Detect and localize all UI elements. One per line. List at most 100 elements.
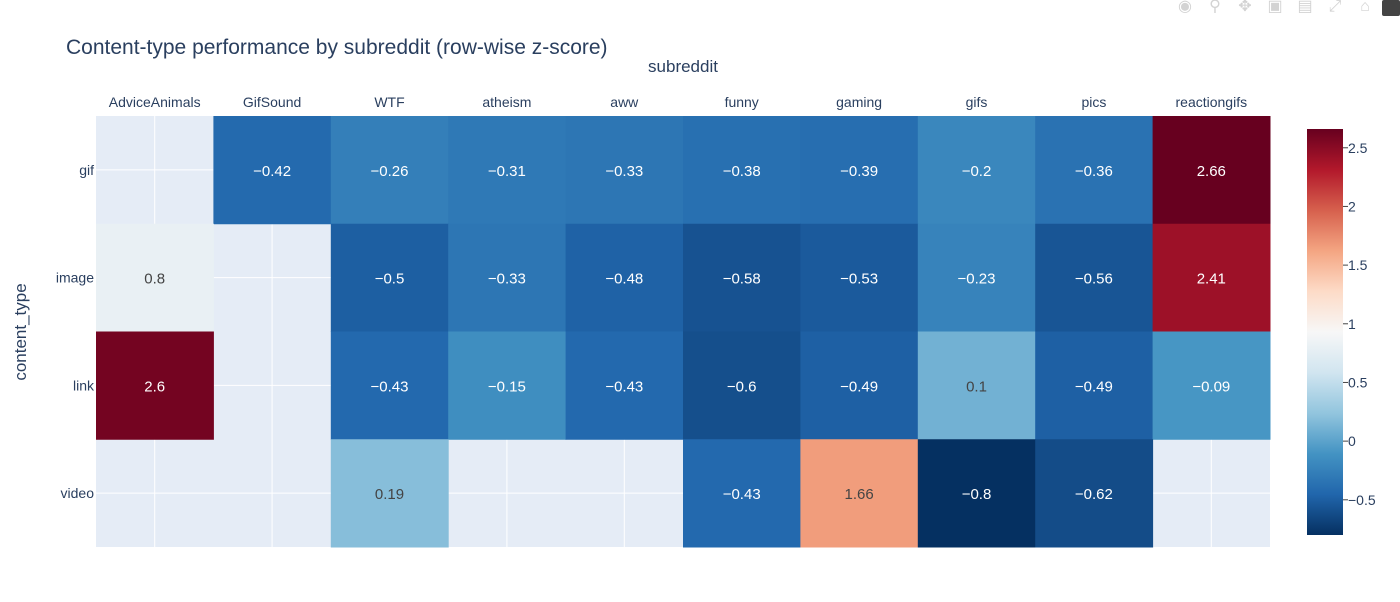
zoom-in-icon[interactable]: ▣	[1267, 0, 1283, 15]
colorbar-tick-label: 1	[1348, 316, 1356, 332]
plotly-logo-icon[interactable]	[1382, 0, 1400, 16]
cell-value-label: −0.42	[253, 163, 291, 180]
heatmap-cell	[330, 439, 449, 548]
autoscale-icon[interactable]: ⤢	[1328, 0, 1342, 15]
colorbar-tick-label: −0.5	[1348, 492, 1376, 508]
heatmap-cell	[683, 116, 801, 225]
cell-value-label: −0.33	[488, 271, 526, 288]
cell-value-label: −0.39	[840, 163, 878, 180]
cell-value-label: −0.43	[723, 486, 761, 503]
heatmap-cell	[800, 439, 919, 548]
colorbar-tick-label: 1.5	[1348, 257, 1368, 273]
cell-value-label: −0.43	[371, 378, 409, 395]
heatmap-cell	[1152, 116, 1271, 225]
pan-icon[interactable]: ✥	[1238, 0, 1252, 15]
cell-value-label: −0.53	[840, 271, 878, 288]
cell-value-label: 1.66	[844, 486, 873, 503]
cell-value-label: −0.36	[1075, 163, 1113, 180]
cell-labels: −0.42 −0.26 −0.31 −0.33 −0.38 −0.39 −0.2 −0.36 2…	[144, 163, 1230, 503]
heatmap-cell	[800, 223, 919, 332]
reset-axes-icon[interactable]: ⌂	[1360, 0, 1370, 15]
heatmap-cell	[917, 116, 1036, 225]
cell-value-label: −0.62	[1075, 486, 1113, 503]
colorbar-ticks: 2.5 2 1.5 1 0.5 0 −0.5	[1343, 140, 1376, 508]
cell-value-label: −0.48	[605, 271, 643, 288]
x-tick-labels: AdviceAnimals GifSound WTF atheism aww funny g…	[109, 94, 1247, 110]
heatmap-cell	[330, 116, 449, 225]
heatmap-cell	[800, 331, 919, 440]
cell-value-label: −0.09	[1192, 378, 1230, 395]
cell-value-label: −0.31	[488, 163, 526, 180]
cell-value-label: −0.56	[1075, 271, 1113, 288]
cell-value-label: −0.43	[605, 378, 643, 395]
heatmap-cell	[448, 223, 567, 332]
heatmap-cell	[683, 331, 801, 440]
heatmap-cell	[683, 223, 801, 332]
x-tick-label: AdviceAnimals	[109, 94, 201, 110]
heatmap-cell	[917, 439, 1036, 548]
cell-value-label: −0.23	[958, 271, 996, 288]
cell-value-label: 0.19	[375, 486, 404, 503]
cell-value-label: −0.38	[723, 163, 761, 180]
heatmap-cell	[96, 331, 214, 440]
modebar: ◉ ⚲ ✥ ▣ ▤ ⤢ ⌂	[1172, 0, 1400, 16]
cell-value-label: 2.66	[1197, 163, 1226, 180]
heatmap-cell	[683, 439, 801, 548]
cell-value-label: 0.1	[966, 378, 987, 395]
cell-value-label: −0.33	[605, 163, 643, 180]
heatmap-cell	[565, 116, 684, 225]
heatmap-cell	[213, 116, 332, 225]
colorbar-tick-label: 2	[1348, 198, 1356, 214]
heatmap-cell	[448, 331, 567, 440]
x-tick-label: reactiongifs	[1176, 94, 1248, 110]
heatmap-cell	[330, 331, 449, 440]
heatmap-cell	[565, 223, 684, 332]
zoom-out-icon[interactable]: ▤	[1297, 0, 1313, 15]
cell-value-label: −0.6	[727, 378, 757, 395]
x-tick-label: aww	[610, 94, 639, 110]
cell-value-label: −0.8	[962, 486, 992, 503]
heatmap-cells	[96, 116, 1271, 548]
cell-value-label: −0.15	[488, 378, 526, 395]
cell-value-label: −0.49	[1075, 378, 1113, 395]
heatmap-cell	[1035, 223, 1154, 332]
x-tick-label: pics	[1081, 94, 1106, 110]
heatmap-cell	[565, 331, 684, 440]
colorbar-tick-label: 0.5	[1348, 374, 1368, 390]
heatmap-cell	[1035, 116, 1154, 225]
heatmap-cell	[330, 223, 449, 332]
heatmap-cell	[1152, 331, 1271, 440]
zoom-icon[interactable]: ⚲	[1209, 0, 1221, 15]
x-tick-label: funny	[725, 94, 759, 110]
cell-value-label: −0.2	[962, 163, 992, 180]
y-tick-labels: gif image link video	[56, 162, 95, 501]
heatmap-cell	[448, 116, 567, 225]
heatmap-cell	[917, 223, 1036, 332]
cell-value-label: −0.5	[375, 271, 405, 288]
x-tick-label: gifs	[966, 94, 988, 110]
x-tick-label: GifSound	[243, 94, 301, 110]
colorbar-tick-label: 0	[1348, 433, 1356, 449]
heatmap-cell	[96, 223, 214, 332]
heatmap-cell	[917, 331, 1036, 440]
heatmap-cell	[1035, 439, 1154, 548]
camera-icon[interactable]: ◉	[1178, 0, 1192, 15]
x-tick-label: WTF	[374, 94, 404, 110]
cell-value-label: 2.6	[144, 378, 165, 395]
y-tick-label: gif	[79, 162, 94, 178]
colorbar	[1307, 129, 1343, 535]
colorbar-tick-label: 2.5	[1348, 140, 1368, 156]
cell-value-label: 2.41	[1197, 271, 1226, 288]
chart-title: Content-type performance by subreddit (r…	[66, 36, 608, 59]
x-tick-label: gaming	[836, 94, 882, 110]
heatmap-cell	[1152, 223, 1271, 332]
cell-value-label: −0.58	[723, 271, 761, 288]
heatmap-cell	[1035, 331, 1154, 440]
y-tick-label: video	[61, 485, 95, 501]
cell-value-label: 0.8	[144, 271, 165, 288]
cell-value-label: −0.49	[840, 378, 878, 395]
x-axis-title: subreddit	[648, 57, 718, 76]
cell-value-label: −0.26	[371, 163, 409, 180]
heatmap-cell	[800, 116, 919, 225]
